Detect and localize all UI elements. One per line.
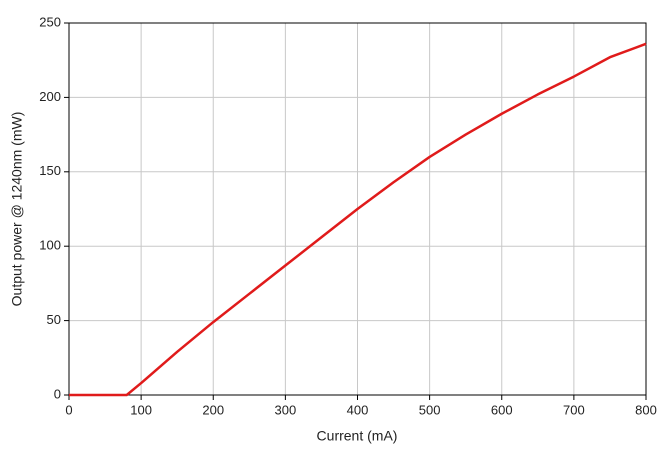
- y-tick-label: 0: [54, 386, 61, 401]
- y-tick-label: 200: [39, 89, 61, 104]
- y-tick-label: 250: [39, 14, 61, 29]
- x-tick-label: 100: [130, 402, 152, 417]
- x-tick-label: 300: [275, 402, 297, 417]
- x-tick-label: 200: [202, 402, 224, 417]
- x-tick-label: 500: [419, 402, 441, 417]
- plot-frame: [68, 22, 647, 396]
- x-tick-label: 400: [347, 402, 369, 417]
- x-tick-label: 800: [635, 402, 657, 417]
- y-tick-label: 150: [39, 163, 61, 178]
- y-tick-label: 100: [39, 238, 61, 253]
- y-tick-label: 50: [47, 312, 61, 327]
- x-tick-label: 600: [491, 402, 513, 417]
- x-tick-label: 700: [563, 402, 585, 417]
- y-axis-label: Output power @ 1240nm (mW): [9, 112, 25, 307]
- x-tick-label: 0: [65, 402, 72, 417]
- data-line: [69, 42, 647, 397]
- x-axis-label: Current (mA): [317, 428, 398, 444]
